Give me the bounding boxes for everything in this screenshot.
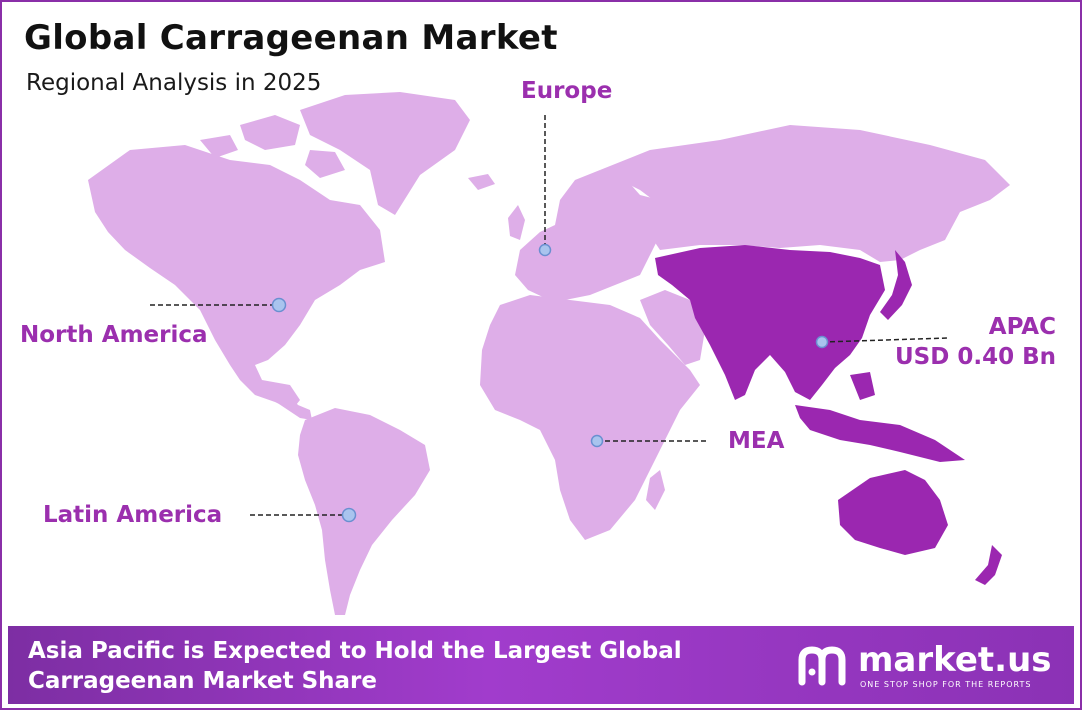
- uk-shape: [508, 205, 525, 240]
- apac-marker: [815, 335, 829, 349]
- north-america-marker: [271, 297, 287, 313]
- southeast-asia-islands-shape: [795, 372, 965, 462]
- banner-text: Asia Pacific is Expected to Hold the Lar…: [28, 636, 682, 696]
- middle-east-shape: [640, 290, 705, 365]
- logo-name: market.us: [858, 640, 1052, 680]
- page-subtitle: Regional Analysis in 2025: [26, 70, 322, 96]
- europe-marker: [538, 243, 552, 257]
- banner-line-2: Carrageenan Market Share: [28, 668, 377, 694]
- apac-label: APAC USD 0.40 Bn: [895, 312, 1056, 372]
- madagascar-shape: [646, 470, 665, 510]
- latin-america-label: Latin America: [43, 502, 223, 528]
- north-america-shape: [88, 145, 385, 410]
- marketus-logo-icon: [798, 646, 846, 686]
- marketus-logo: market.us ONE STOP SHOP FOR THE REPORTS: [796, 640, 1052, 692]
- apac-leader: [821, 337, 949, 343]
- russia-shape: [600, 125, 1010, 262]
- africa-shape: [480, 295, 700, 540]
- new-zealand-shape: [975, 545, 1002, 585]
- europe-label: Europe: [521, 78, 613, 104]
- apac-value: USD 0.40 Bn: [895, 344, 1056, 370]
- greenland-shape: [300, 92, 470, 215]
- page-title: Global Carrageenan Market: [24, 18, 558, 58]
- south-america-shape: [298, 408, 430, 615]
- mea-marker: [590, 434, 604, 448]
- iceland-shape: [468, 174, 495, 190]
- north-america-label: North America: [20, 322, 208, 348]
- mea-label: MEA: [728, 428, 785, 454]
- japan-shape: [880, 250, 912, 320]
- central-america-shape: [262, 382, 312, 420]
- europe-shape: [515, 170, 660, 300]
- latin-america-marker: [341, 507, 357, 523]
- footer-banner: Asia Pacific is Expected to Hold the Lar…: [8, 626, 1074, 704]
- logo-tagline: ONE STOP SHOP FOR THE REPORTS: [860, 680, 1032, 689]
- australia-shape: [838, 470, 948, 555]
- apac-name: APAC: [988, 314, 1056, 340]
- arctic-islands-shape: [200, 115, 345, 178]
- apac-asia-shape: [655, 245, 885, 400]
- banner-line-1: Asia Pacific is Expected to Hold the Lar…: [28, 638, 682, 664]
